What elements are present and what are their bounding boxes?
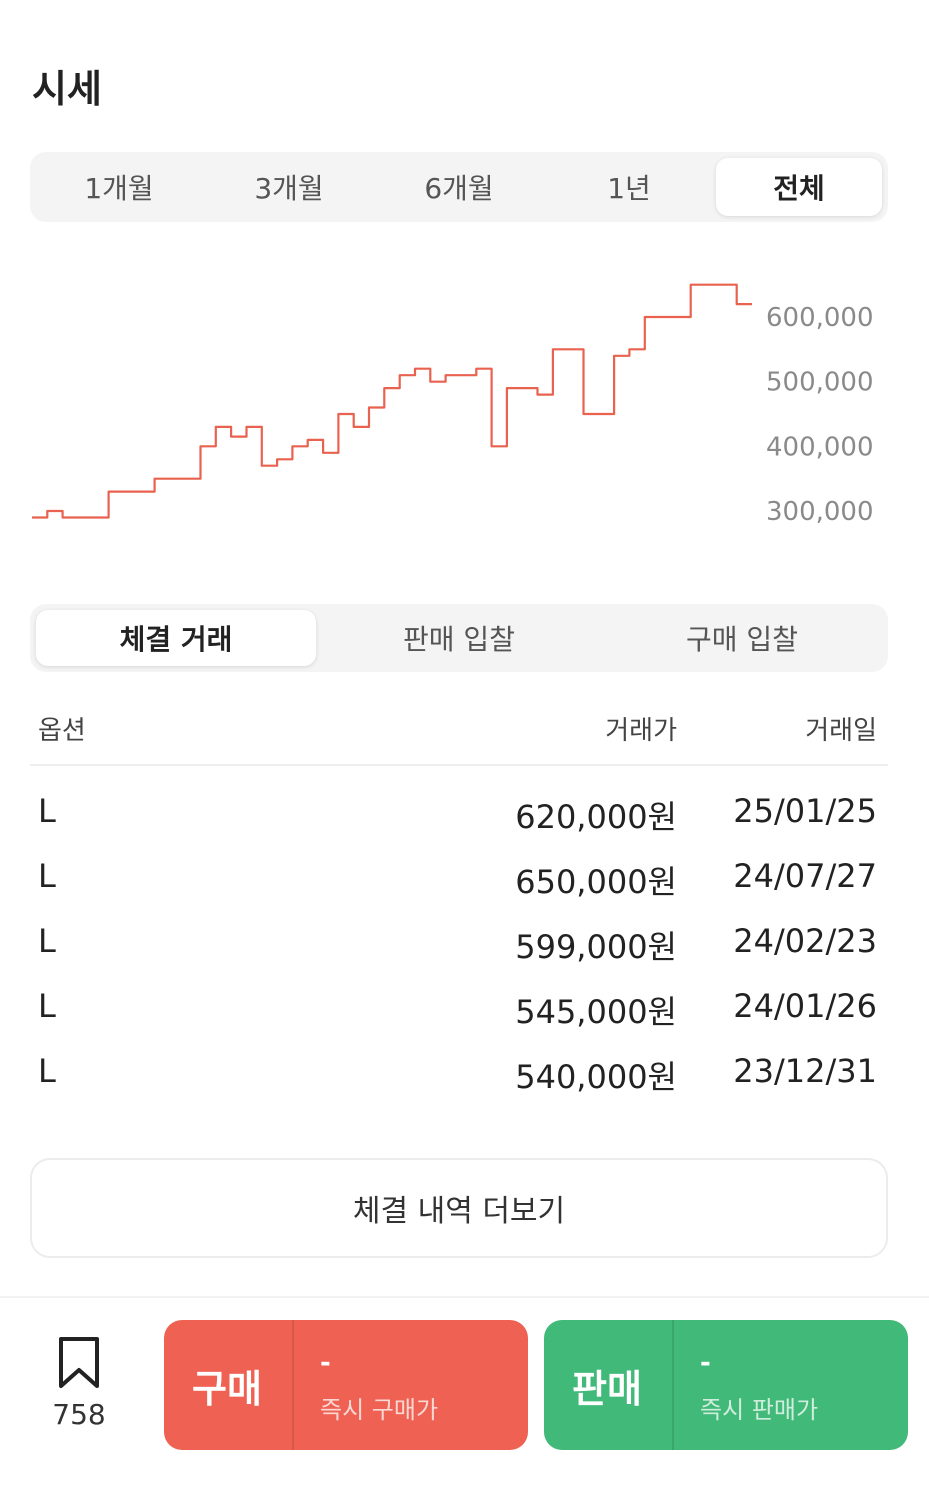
price-chart-svg[interactable]: 600,000 500,000 400,000 300,000	[0, 240, 929, 550]
bookmark-button[interactable]: 758	[44, 1336, 114, 1436]
trade-tab-bar: 체결 거래 판매 입찰 구매 입찰	[30, 604, 888, 672]
buy-button[interactable]: 구매 - 즉시 구매가	[164, 1320, 528, 1450]
instant-sell-price-label: 즉시 판매가	[700, 1396, 819, 1424]
row-price: 650,000원	[515, 863, 677, 901]
table-row: L 540,000원 23/12/31	[0, 1052, 929, 1116]
tab-completed-trades[interactable]: 체결 거래	[36, 610, 316, 666]
row-date: 24/02/23	[733, 922, 877, 960]
row-date: 24/01/26	[733, 987, 877, 1025]
row-option: L	[38, 792, 56, 830]
y-axis-tick-label: 400,000	[766, 432, 874, 462]
sell-button-separator	[672, 1320, 674, 1450]
sell-button[interactable]: 판매 - 즉시 판매가	[544, 1320, 908, 1450]
instant-buy-price-label: 즉시 구매가	[320, 1396, 439, 1424]
row-date: 25/01/25	[733, 792, 877, 830]
tab-all[interactable]: 전체	[716, 158, 882, 216]
tab-3-months[interactable]: 3개월	[254, 172, 324, 205]
bottom-bar-divider	[0, 1296, 929, 1298]
instant-buy-price: -	[320, 1348, 331, 1378]
tab-1-month[interactable]: 1개월	[84, 172, 154, 205]
table-row: L 650,000원 24/07/27	[0, 857, 929, 921]
row-option: L	[38, 987, 56, 1025]
row-option: L	[38, 1052, 56, 1090]
header-price: 거래가	[605, 716, 677, 746]
buy-button-label: 구매	[192, 1366, 262, 1411]
row-option: L	[38, 922, 56, 960]
y-axis-tick-label: 600,000	[766, 303, 874, 333]
buy-button-separator	[292, 1320, 294, 1450]
view-more-trades-button[interactable]: 체결 내역 더보기	[30, 1158, 888, 1258]
page-title: 시세	[32, 67, 102, 111]
sell-button-label: 판매	[572, 1366, 642, 1411]
header-date: 거래일	[805, 716, 877, 746]
row-price: 620,000원	[515, 798, 677, 836]
row-price: 545,000원	[515, 993, 677, 1031]
table-divider	[30, 764, 888, 766]
y-axis-tick-label: 300,000	[766, 497, 874, 527]
row-option: L	[38, 857, 56, 895]
row-price: 599,000원	[515, 928, 677, 966]
tab-1-year[interactable]: 1년	[607, 172, 651, 205]
price-chart[interactable]: 600,000 500,000 400,000 300,000	[0, 240, 929, 550]
period-tab-bar: 1개월 3개월 6개월 1년 전체	[30, 152, 888, 222]
y-axis-tick-label: 500,000	[766, 368, 874, 398]
price-line	[32, 283, 752, 519]
tab-sell-bids[interactable]: 판매 입찰	[403, 623, 515, 656]
table-row: L 599,000원 24/02/23	[0, 922, 929, 986]
bookmark-count: 758	[52, 1398, 106, 1431]
row-date: 24/07/27	[733, 857, 877, 895]
tab-buy-bids[interactable]: 구매 입찰	[686, 623, 798, 656]
table-row: L 545,000원 24/01/26	[0, 987, 929, 1051]
table-row: L 620,000원 25/01/25	[0, 792, 929, 856]
bookmark-icon	[59, 1337, 99, 1388]
instant-sell-price: -	[700, 1348, 711, 1378]
header-option: 옵션	[38, 716, 86, 746]
row-price: 540,000원	[515, 1058, 677, 1096]
tab-6-months[interactable]: 6개월	[424, 172, 494, 205]
row-date: 23/12/31	[733, 1052, 877, 1090]
